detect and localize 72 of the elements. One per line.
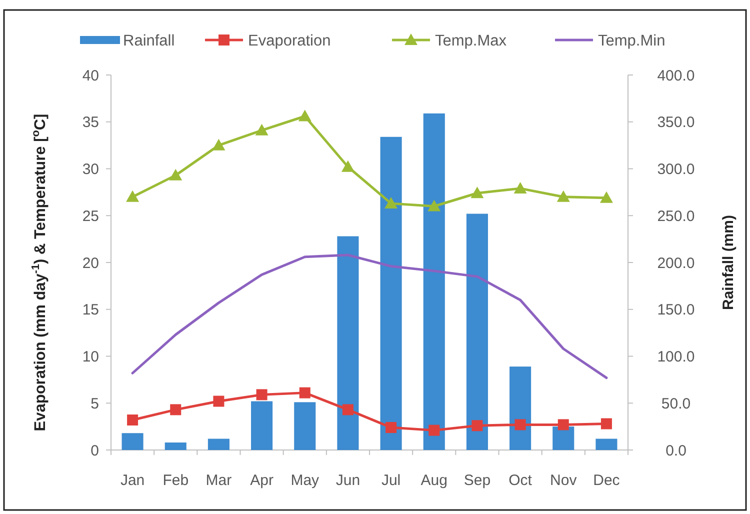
point [342,404,354,416]
x-tick-label: Jan [120,472,145,489]
legend-label: Temp.Max [435,32,507,50]
bar [294,402,316,450]
bar [251,401,273,450]
y2-tick-label: 400.0 [657,67,695,84]
x-tick-label: Sep [464,472,491,489]
bar [552,426,574,450]
point [472,420,483,432]
bar [164,442,186,450]
x-tick-label: Aug [420,472,448,489]
point [556,190,570,202]
bar [122,433,144,450]
y-tick-label: 25 [82,208,99,225]
y2-axis-title: Rainfall (mm) [720,214,737,310]
y-tick-label: 30 [82,161,99,178]
point [600,418,612,430]
y2-tick-label: 150.0 [657,302,695,319]
point [212,138,226,150]
point [299,387,310,398]
x-tick-label: Apr [250,472,274,489]
point [127,414,138,426]
point [386,422,397,433]
x-tick-label: Mar [206,472,232,489]
line-series [131,254,608,380]
bar [423,113,445,450]
bar [596,438,618,450]
point [470,186,484,198]
point [600,191,613,203]
y-tick-label: 5 [90,395,99,412]
y-tick-label: 15 [82,302,99,319]
point [298,110,312,122]
point [169,168,182,180]
y-tick-label: 20 [82,254,99,272]
point [384,196,398,208]
y2-tick-label: 350.0 [657,114,695,132]
point [341,160,354,172]
x-tick-label: Jun [336,472,360,489]
y2-tick-label: 300.0 [657,161,695,178]
point [170,404,182,416]
x-tick-label: Jul [381,472,401,489]
x-tick-label: Nov [550,472,578,489]
y2-tick-label: 100.0 [657,348,695,366]
x-tick-label: Dec [593,472,620,489]
x-tick-label: May [290,472,320,489]
y2-tick-label: 50.0 [661,395,691,412]
y-tick-label: 0 [90,442,99,460]
bar [208,438,230,450]
point [213,396,224,407]
point [558,419,569,430]
bar [510,366,532,450]
point [256,389,268,400]
point [255,124,268,136]
y2-tick-label: 0.0 [666,442,686,460]
y-tick-label: 40 [82,67,99,84]
y-tick-label: 35 [82,114,99,132]
point [514,419,526,430]
point [514,182,527,194]
x-tick-label: Feb [162,472,189,489]
y2-tick-label: 250.0 [657,208,695,225]
bar [337,236,359,450]
point [428,200,441,212]
bar [380,136,402,450]
y2-tick-label: 200.0 [657,254,695,272]
legend-label: Evaporation [248,32,331,50]
y-tick-label: 10 [82,348,99,366]
bar [466,214,488,450]
x-tick-label: Oct [508,472,533,489]
point [126,190,140,202]
legend-label: Rainfall [123,32,175,50]
point [428,424,440,436]
legend-label: Temp.Min [598,32,666,50]
